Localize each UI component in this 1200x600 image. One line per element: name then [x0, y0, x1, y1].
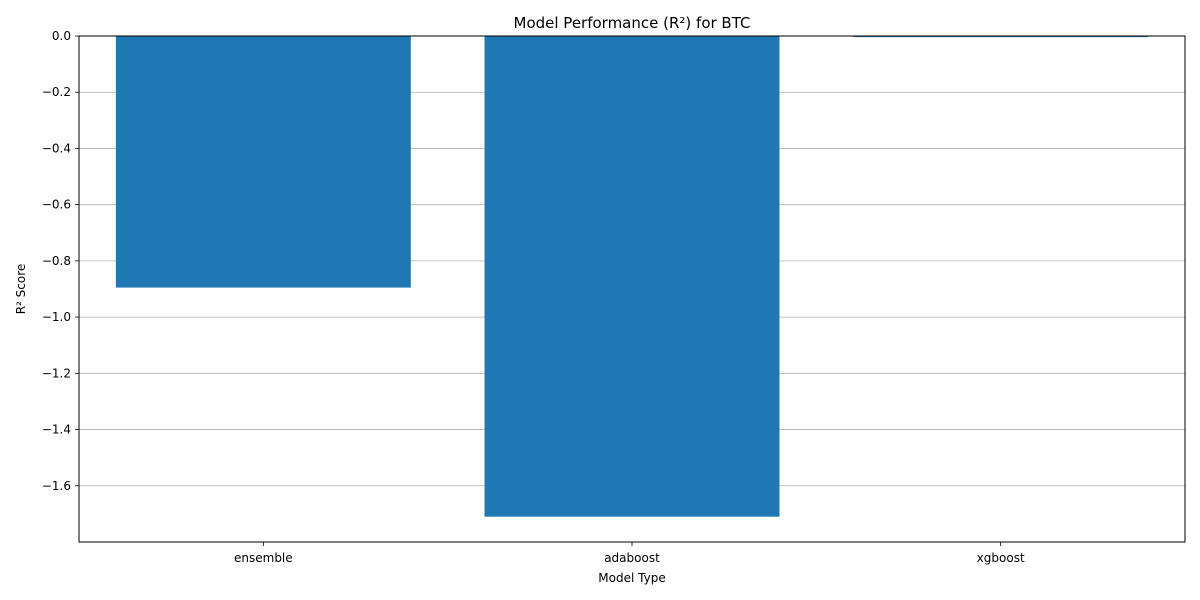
x-axis-label: Model Type: [598, 571, 665, 585]
chart-title: Model Performance (R²) for BTC: [514, 14, 751, 32]
x-axis-ticks: ensemble adaboost xgboost: [234, 542, 1025, 565]
x-tick-label: xgboost: [977, 551, 1025, 565]
y-tick-label: −0.2: [42, 85, 71, 99]
y-tick-label: −1.2: [42, 366, 71, 380]
bar-xgboost: [853, 36, 1149, 38]
y-tick-label: −1.4: [42, 423, 71, 437]
x-tick-label: ensemble: [234, 551, 293, 565]
x-tick-label: adaboost: [604, 551, 660, 565]
y-axis-ticks: 0.0 −0.2 −0.4 −0.6 −0.8 −1.0 −1.2 −1.4 −1.6: [42, 29, 79, 493]
y-axis-label: R² Score: [14, 264, 28, 315]
y-tick-label: 0.0: [52, 29, 71, 43]
bars: [115, 36, 1149, 517]
y-tick-label: −0.8: [42, 254, 71, 268]
bar-ensemble: [115, 36, 411, 288]
y-tick-label: −1.6: [42, 479, 71, 493]
y-tick-label: −0.6: [42, 198, 71, 212]
bar-adaboost: [484, 36, 780, 517]
y-tick-label: −1.0: [42, 310, 71, 324]
y-tick-label: −0.4: [42, 141, 71, 155]
